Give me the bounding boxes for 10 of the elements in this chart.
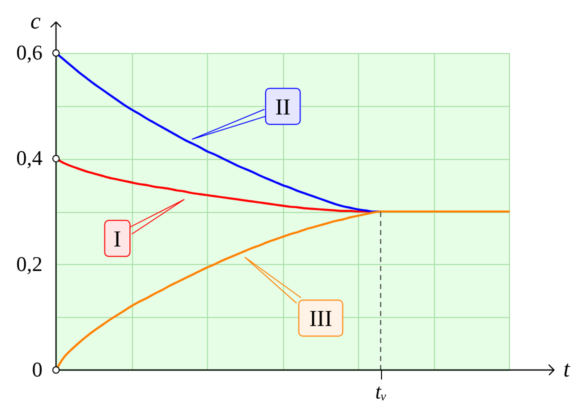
text: III — [309, 306, 332, 332]
y-tick-label: 0,4 — [16, 146, 43, 170]
text: II — [275, 94, 291, 120]
y-tick-label: 0,6 — [16, 40, 42, 64]
series-label: I — [114, 226, 122, 252]
y-axis-title: c — [30, 8, 41, 34]
y-tick-label: 0,2 — [16, 252, 42, 276]
x-axis-title: t — [563, 356, 570, 382]
x-tick-label: tᵥ — [375, 380, 388, 404]
y-tick-label: 0 — [32, 358, 42, 382]
